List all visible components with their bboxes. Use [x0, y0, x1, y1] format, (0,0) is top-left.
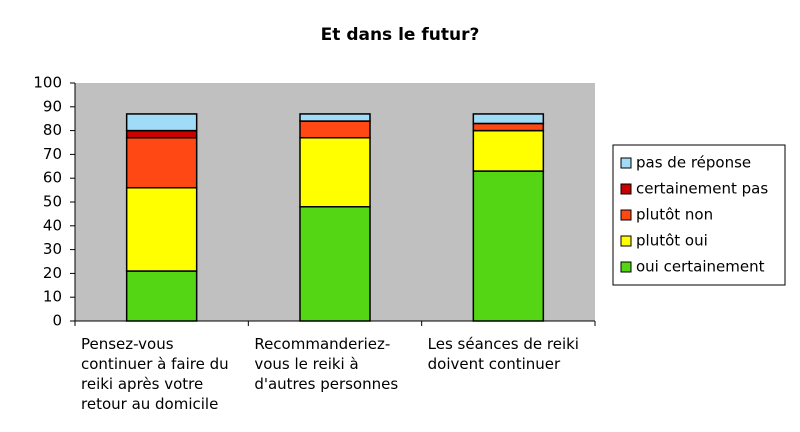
y-tick-label: 20: [43, 264, 62, 282]
y-tick-label: 30: [43, 240, 62, 258]
legend-label: plutôt non: [636, 206, 713, 224]
bar-segment: [125, 186, 198, 272]
legend-label: certainement pas: [636, 180, 768, 198]
bar-segment: [472, 122, 545, 132]
chart-title: Et dans le futur?: [321, 25, 480, 45]
legend-swatch: [620, 157, 632, 169]
y-tick-label: 10: [43, 288, 62, 306]
x-tick-label: Pensez-vous continuer à faire du reiki a…: [81, 335, 229, 413]
legend-swatch: [620, 261, 632, 273]
y-tick-label: 70: [43, 145, 62, 163]
bar-segment: [125, 129, 198, 139]
legend-swatch: [620, 235, 632, 247]
y-tick-label: 0: [52, 312, 62, 330]
bar-segment: [299, 136, 371, 208]
bar-segment: [299, 206, 371, 322]
legend-swatch: [620, 209, 632, 221]
bar-segment: [472, 129, 545, 172]
y-tick-label: 40: [43, 216, 62, 234]
legend-label: pas de réponse: [636, 154, 751, 172]
legend-label: oui certainement: [636, 258, 765, 276]
legend: [612, 144, 786, 286]
bar-segment: [299, 113, 371, 122]
y-tick-label: 60: [43, 169, 62, 187]
x-tick-label: Recommanderiez-vous le reiki à d'autres …: [254, 335, 399, 393]
bar-segment: [125, 136, 198, 189]
y-tick-label: 80: [43, 121, 62, 139]
bar-segment: [472, 113, 545, 125]
bar-segment: [299, 120, 371, 139]
legend-swatch: [620, 183, 632, 195]
bar-segment: [125, 113, 198, 132]
y-tick-label: 90: [43, 97, 62, 115]
x-tick-label: Les séances de reiki doivent continuer: [427, 335, 579, 373]
y-tick-label: 100: [33, 74, 62, 92]
bar-segment: [472, 170, 545, 322]
bar-segment: [125, 270, 198, 322]
legend-label: plutôt oui: [636, 232, 708, 250]
y-tick-label: 50: [43, 193, 62, 211]
